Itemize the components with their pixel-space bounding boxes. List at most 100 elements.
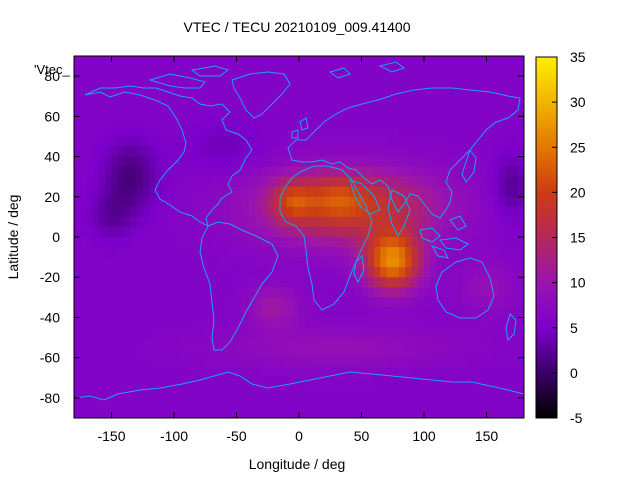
heatmap-cell (99, 247, 106, 258)
heatmap-cell (386, 136, 394, 148)
heatmap-cell (236, 146, 244, 158)
heatmap-cell (355, 86, 363, 97)
heatmap-cell (436, 407, 444, 418)
heatmap-cell (517, 96, 524, 107)
heatmap-cell (255, 176, 263, 188)
heatmap-cell (305, 176, 313, 188)
heatmap-cell (274, 106, 281, 117)
heatmap-cell (461, 247, 469, 258)
heatmap-cell (430, 347, 438, 359)
heatmap-cell (242, 156, 250, 168)
heatmap-cell (142, 297, 150, 308)
heatmap-cell (274, 136, 281, 148)
heatmap-cell (186, 347, 194, 359)
heatmap-cell (274, 287, 281, 298)
heatmap-cell (280, 347, 288, 359)
heatmap-cell (230, 327, 238, 339)
heatmap-cell (255, 257, 263, 268)
heatmap-cell (230, 307, 238, 319)
heatmap-cell (199, 136, 206, 148)
heatmap-cell (255, 367, 263, 379)
heatmap-cell (124, 216, 131, 228)
heatmap-cell (349, 237, 356, 248)
heatmap-cell (142, 237, 150, 248)
heatmap-cell (455, 237, 463, 248)
heatmap-cell (474, 347, 481, 359)
heatmap-cell (361, 387, 369, 399)
heatmap-cell (517, 136, 524, 148)
heatmap-cell (349, 56, 356, 67)
heatmap-cell (474, 106, 481, 117)
heatmap-cell (136, 287, 144, 298)
heatmap-cell (492, 267, 500, 278)
heatmap-cell (149, 186, 156, 198)
heatmap-cell (155, 407, 163, 418)
heatmap-cell (155, 357, 163, 369)
heatmap-cell (217, 106, 225, 117)
heatmap-cell (342, 146, 350, 158)
heatmap-cell (105, 156, 113, 168)
heatmap-cell (317, 226, 325, 238)
heatmap-cell (449, 166, 456, 178)
heatmap-cell (186, 76, 194, 87)
heatmap-cell (324, 377, 331, 389)
heatmap-cell (380, 257, 388, 268)
heatmap-cell (124, 357, 131, 369)
heatmap-cell (211, 166, 219, 178)
heatmap-cell (336, 196, 344, 208)
heatmap-cell (186, 287, 194, 298)
heatmap-cell (480, 166, 488, 178)
heatmap-cell (205, 377, 213, 389)
heatmap-cell (224, 237, 231, 248)
heatmap-cell (80, 226, 88, 238)
heatmap-cell (305, 357, 313, 369)
heatmap-cell (199, 267, 206, 278)
heatmap-cell (424, 297, 431, 308)
heatmap-cell (455, 96, 463, 107)
heatmap-cell (430, 357, 438, 369)
heatmap-cell (174, 156, 181, 168)
heatmap-cell (317, 196, 325, 208)
heatmap-cell (430, 206, 438, 218)
heatmap-cell (492, 96, 500, 107)
heatmap-cell (255, 66, 263, 77)
heatmap-cell (167, 357, 175, 369)
heatmap-cell (299, 257, 306, 268)
heatmap-cell (517, 146, 524, 158)
heatmap-cell (255, 206, 263, 218)
heatmap-cell (242, 176, 250, 188)
heatmap-cell (392, 347, 400, 359)
heatmap-cell (261, 86, 269, 97)
heatmap-cell (292, 226, 300, 238)
heatmap-cell (342, 216, 350, 228)
heatmap-cell (467, 206, 475, 218)
heatmap-cell (167, 337, 175, 349)
heatmap-cell (92, 206, 100, 218)
heatmap-cell (417, 297, 425, 308)
heatmap-cell (255, 226, 263, 238)
heatmap-cell (174, 166, 181, 178)
heatmap-cell (224, 257, 231, 268)
heatmap-cell (217, 277, 225, 288)
heatmap-cell (417, 277, 425, 288)
heatmap-cell (311, 267, 319, 278)
heatmap-cell (424, 357, 431, 369)
heatmap-cell (280, 76, 288, 87)
heatmap-cell (142, 136, 150, 148)
heatmap-cell (124, 76, 131, 87)
heatmap-cell (367, 176, 375, 188)
heatmap-cell (255, 86, 263, 97)
heatmap-cell (205, 186, 213, 198)
heatmap-cell (330, 267, 338, 278)
heatmap-cell (342, 267, 350, 278)
heatmap-cell (517, 257, 524, 268)
heatmap-cell (380, 86, 388, 97)
heatmap-cell (249, 307, 256, 319)
heatmap-cell (499, 247, 506, 258)
heatmap-cell (199, 226, 206, 238)
heatmap-cell (236, 277, 244, 288)
heatmap-cell (324, 397, 331, 409)
heatmap-cell (299, 287, 306, 298)
heatmap-cell (436, 267, 444, 278)
heatmap-cell (324, 297, 331, 308)
